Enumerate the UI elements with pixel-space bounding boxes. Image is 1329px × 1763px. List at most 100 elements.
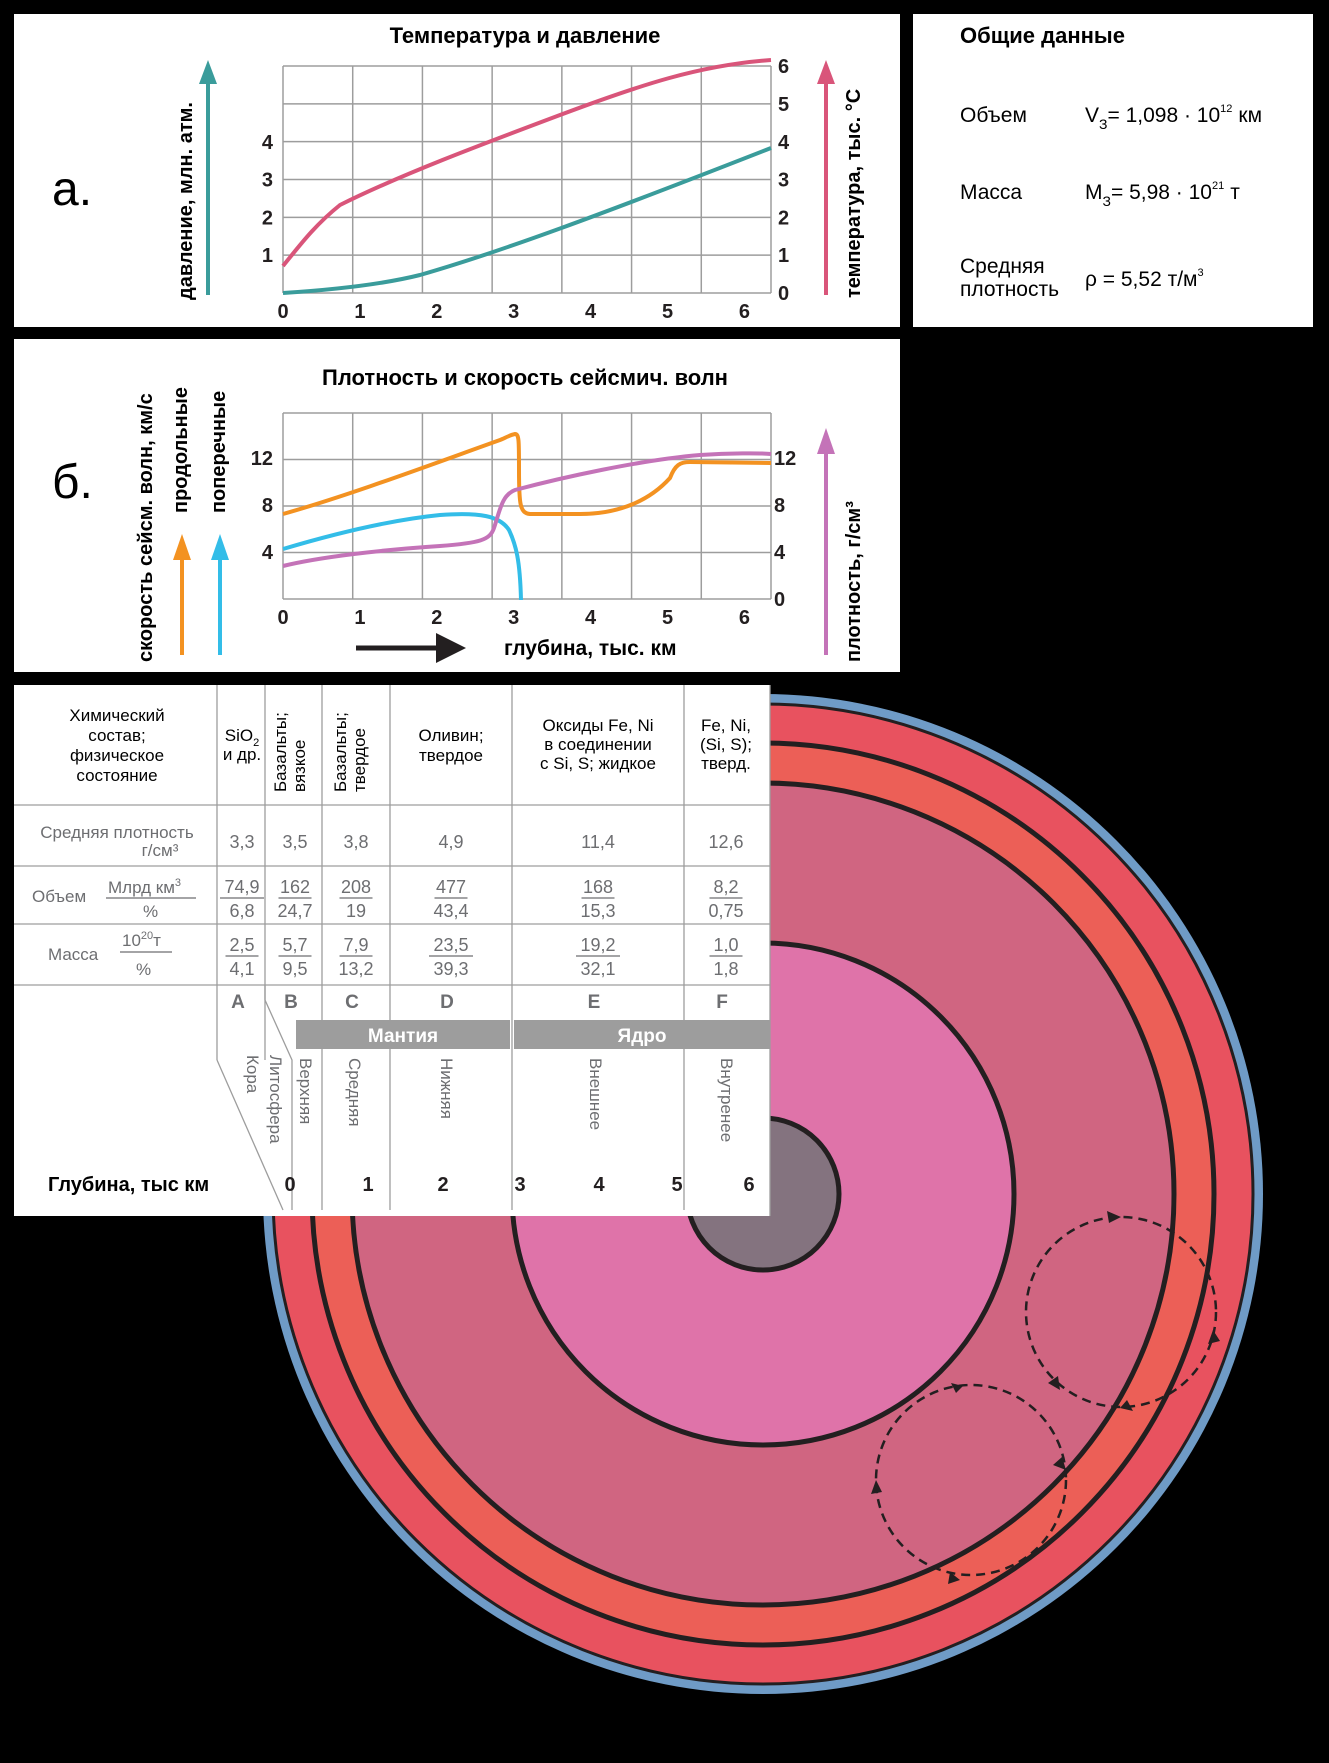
density-value: 12,6 [708,832,743,852]
depth-label: Глубина, тыс км [48,1174,209,1196]
composition-row: Химический состав; физическое состояние SiO… [69,706,752,792]
panel-a-title: Температура и давление [390,23,661,48]
layer-outer: Внешнее [586,1058,605,1130]
fraction-top: 2,5 [229,935,254,955]
panel-general-data: Общие данные Объем VЗ= 1,098 · 1012 км Ма… [913,14,1313,327]
layer-upper: Верхняя [296,1058,315,1124]
s-wave-curve [282,512,523,601]
layer-letter: E [588,992,601,1013]
density-values: 3,3 3,5 3,8 4,9 11,4 12,6 [229,832,743,852]
composition-a: SiO2 [225,726,259,749]
x-tick: 4 [585,301,597,323]
temperature-tick: 4 [778,132,790,154]
fraction-top: 168 [583,877,613,897]
temperature-curve [281,58,772,268]
temperature-tick: 1 [778,245,789,267]
layer-inner: Внутренее [717,1058,736,1142]
temperature-tick: 5 [778,94,789,116]
s-wave-label: поперечные [208,391,230,513]
density-value: 3,3 [229,832,254,852]
p-wave-arrow-head [173,534,191,560]
fraction-top: 7,9 [343,935,368,955]
composition-header: Химический состав; физическое состояние [69,706,164,785]
fraction-top: 74,9 [224,877,259,897]
depth-tick: 6 [743,1174,754,1196]
seismic-axis-label: скорость сейсм. волн, км/с [135,393,157,662]
x-tick: 6 [739,607,750,629]
volume-row: Объем Млрд км3 % [32,877,196,921]
density-axis-label: плотность, г/см³ [843,501,865,662]
panel-a-x-ticks: 0 1 2 3 4 5 6 [277,301,750,323]
layer-names: Кора Литосфера Верхняя Средняя Нижняя Вн… [243,1055,736,1144]
fraction-top: 208 [341,877,371,897]
fraction-top: 477 [436,877,466,897]
layer-letter: B [284,992,298,1013]
x-tick: 5 [662,301,673,323]
fraction-bottom: 15,3 [580,901,615,921]
mass-pct: % [136,960,151,979]
density-header-2: г/см³ [142,841,179,860]
panel-b-label: б. [52,456,93,509]
mantle-band [296,1020,510,1049]
pressure-arrow-head [199,60,217,84]
depth-tick: 4 [593,1174,605,1196]
pressure-tick: 4 [262,132,274,154]
fraction-bottom: 24,7 [277,901,312,921]
density-value: 3,8 [343,832,368,852]
layer-middle: Средняя [345,1058,364,1127]
volume-formula: VЗ= 1,098 · 1012 км [1085,103,1262,132]
fraction-bottom: 13,2 [338,959,373,979]
composition-f: Fe, Ni, (Si, S); тверд. [700,716,752,773]
density-curve [282,451,772,568]
general-title: Общие данные [960,23,1125,48]
density-value: 11,4 [581,832,615,852]
composition-e: Оксиды Fe, Ni в соединении с Si, S; жидкое [540,716,656,773]
composition-c: Базальты;твердое [331,712,369,792]
depth-tick: 3 [514,1174,525,1196]
panel-density-seismic: б. Плотность и скорость сейсмич. волн 0 1… [14,339,900,672]
temperature-tick: 2 [778,207,789,229]
density-value: 4,9 [438,832,463,852]
panel-a-grid [282,65,772,294]
seismic-tick: 8 [262,495,273,517]
x-tick: 1 [354,301,365,323]
fraction-bottom: 6,8 [229,901,254,921]
fraction-bottom: 1,8 [713,959,738,979]
temperature-tick: 6 [778,56,789,78]
mass-row: Масса 1020т % [48,930,172,979]
composition-d: Оливин; твердое [418,726,483,765]
panel-b-grid [282,412,772,600]
mass-header: Масса [48,945,99,964]
composition-b: Базальты;вязкое [271,712,309,792]
depth-tick: 0 [284,1174,295,1196]
layer-letter: D [440,992,454,1013]
fraction-bottom: 39,3 [433,959,468,979]
pressure-axis-label: давление, млн. атм. [175,102,197,300]
x-tick: 2 [431,607,442,629]
mantle-label: Мантия [368,1026,438,1047]
pressure-tick: 2 [262,207,273,229]
density-tick: 0 [774,589,785,611]
fraction-bottom: 32,1 [580,959,615,979]
fraction-top: 23,5 [433,935,468,955]
depth-ticks: 0 1 2 3 4 5 6 [284,1174,754,1196]
core-label: Ядро [618,1026,667,1047]
density-value: 3,5 [282,832,307,852]
density-formula: ρ = 5,52 т/м3 [1085,267,1204,291]
fraction-bottom: 19 [346,901,366,921]
fraction-top: 8,2 [713,877,738,897]
layer-lower: Нижняя [437,1058,456,1119]
core-band [514,1020,770,1049]
x-tick: 0 [277,607,288,629]
volume-label: Объем [960,104,1027,127]
convection-loops [871,1211,1220,1584]
density-tick: 8 [774,495,785,517]
layer-letter: F [716,992,728,1013]
fraction-bottom: 0,75 [708,901,743,921]
density-arrow-head [817,428,835,454]
pressure-tick: 1 [262,245,273,267]
panel-b-left-ticks: 4 8 12 [251,448,274,564]
density-header-1: Средняя плотность [40,823,194,842]
seismic-tick: 4 [262,542,274,564]
depth-tick: 1 [362,1174,373,1196]
